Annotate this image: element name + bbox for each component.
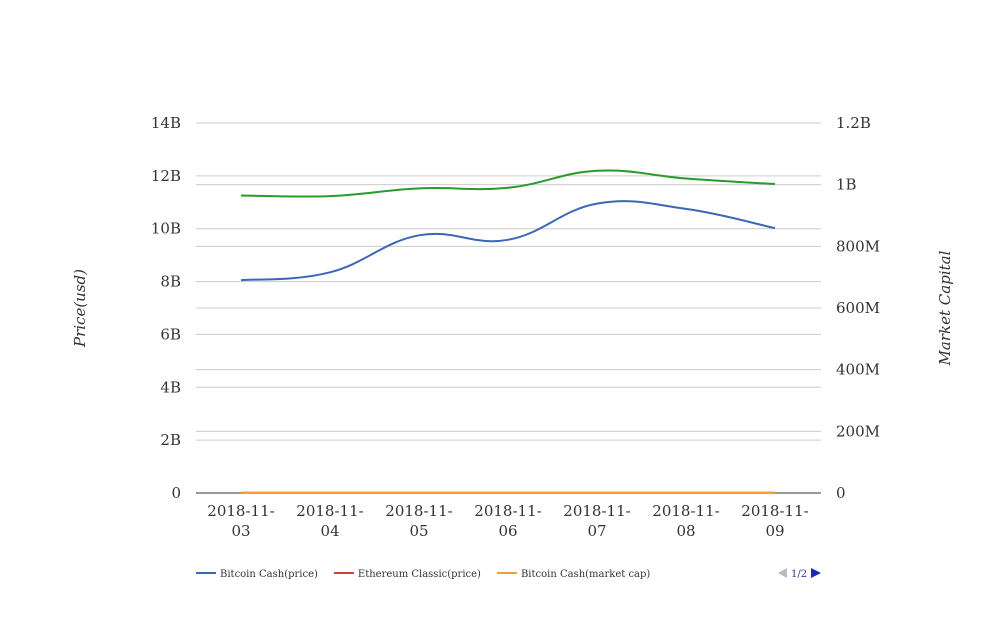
- x-tick-label: 08: [676, 522, 695, 540]
- y-left-tick-label: 12B: [151, 167, 181, 185]
- right-tick-labels: 0 200M 400M 600M 800M 1B 1.2B: [836, 114, 880, 502]
- x-tick-label: 03: [231, 522, 250, 540]
- x-tick-label: 2018-11-: [296, 502, 363, 520]
- pager-label: 1/2: [791, 569, 807, 580]
- x-tick-label: 05: [409, 522, 428, 540]
- y-right-axis-title: Market Capital: [936, 250, 954, 366]
- left-tick-labels: 0 2B 4B 6B 8B 10B 12B 14B: [151, 114, 181, 502]
- x-tick-label: 06: [498, 522, 517, 540]
- y-left-tick-label: 14B: [151, 114, 181, 132]
- legend-item-label[interactable]: Bitcoin Cash(price): [220, 569, 318, 580]
- pager-next-icon[interactable]: [811, 568, 821, 578]
- legend-pager[interactable]: 1/2: [778, 568, 821, 580]
- y-left-tick-label: 0: [171, 484, 181, 502]
- left-gridlines: [196, 122, 821, 441]
- y-left-tick-label: 2B: [160, 431, 181, 449]
- y-right-tick-label: 400M: [836, 361, 880, 379]
- y-right-tick-label: 1.2B: [836, 114, 871, 132]
- x-tick-label: 2018-11-: [207, 502, 274, 520]
- y-right-tick-label: 200M: [836, 422, 880, 440]
- y-right-tick-label: 800M: [836, 237, 880, 255]
- x-tick-label: 2018-11-: [741, 502, 808, 520]
- x-tick-label: 2018-11-: [474, 502, 541, 520]
- legend-item-label[interactable]: Bitcoin Cash(market cap): [521, 569, 650, 580]
- series-line-0: [240, 200, 776, 282]
- legend[interactable]: Bitcoin Cash(price) Ethereum Classic(pric…: [196, 569, 650, 580]
- x-tick-label: 07: [587, 522, 606, 540]
- y-left-axis-title: Price(usd): [71, 269, 89, 348]
- x-tick-label: 09: [765, 522, 784, 540]
- x-tick-label: 2018-11-: [563, 502, 630, 520]
- series-line-3: [240, 169, 776, 198]
- legend-item-label[interactable]: Ethereum Classic(price): [358, 569, 481, 580]
- right-gridlines: [196, 184, 821, 432]
- y-right-tick-label: 600M: [836, 299, 880, 317]
- x-tick-labels: 2018-11- 03 2018-11- 04 2018-11- 05 2018-11- 06…: [207, 502, 808, 540]
- y-left-tick-label: 6B: [160, 325, 181, 343]
- x-tick-label: 2018-11-: [652, 502, 719, 520]
- y-left-tick-label: 8B: [160, 273, 181, 291]
- series-lines: [240, 169, 776, 494]
- y-left-tick-label: 10B: [151, 220, 181, 238]
- pager-prev-icon[interactable]: [778, 568, 787, 578]
- y-right-tick-label: 1B: [836, 176, 857, 194]
- y-right-tick-label: 0: [836, 484, 846, 502]
- x-tick-label: 2018-11-: [385, 502, 452, 520]
- y-left-tick-label: 4B: [160, 378, 181, 396]
- x-tick-label: 04: [320, 522, 339, 540]
